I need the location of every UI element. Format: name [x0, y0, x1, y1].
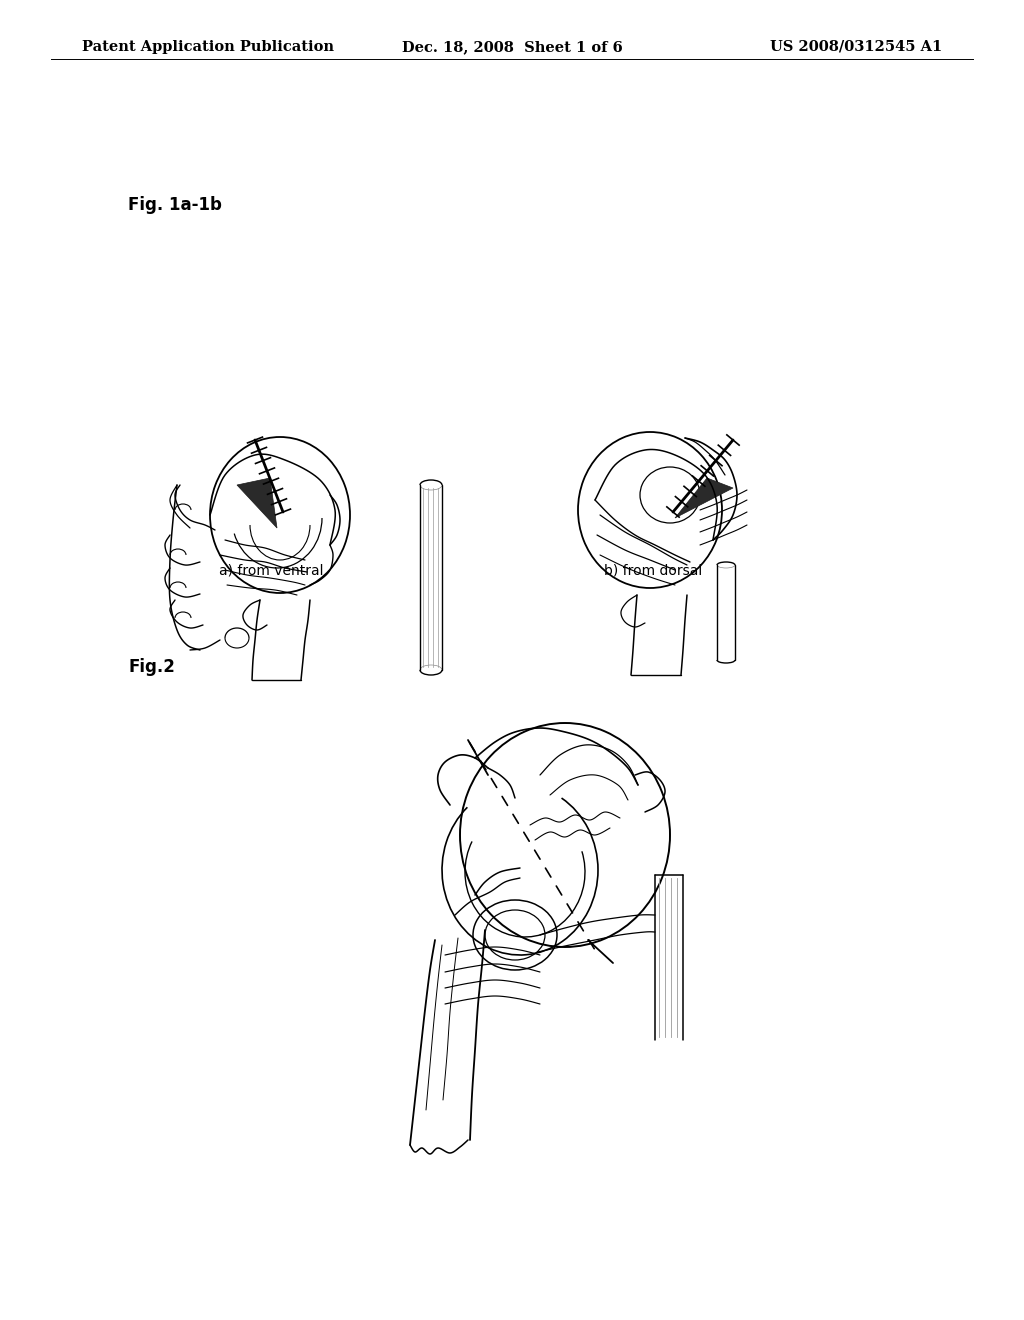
Polygon shape	[675, 478, 733, 517]
Polygon shape	[237, 478, 278, 528]
Text: Fig. 1a-1b: Fig. 1a-1b	[128, 195, 222, 214]
Text: Patent Application Publication: Patent Application Publication	[82, 40, 334, 54]
Text: a) from ventral: a) from ventral	[219, 564, 324, 577]
Text: US 2008/0312545 A1: US 2008/0312545 A1	[770, 40, 942, 54]
Text: b) from dorsal: b) from dorsal	[604, 564, 702, 577]
Text: Dec. 18, 2008  Sheet 1 of 6: Dec. 18, 2008 Sheet 1 of 6	[401, 40, 623, 54]
Text: Fig.2: Fig.2	[128, 657, 175, 676]
